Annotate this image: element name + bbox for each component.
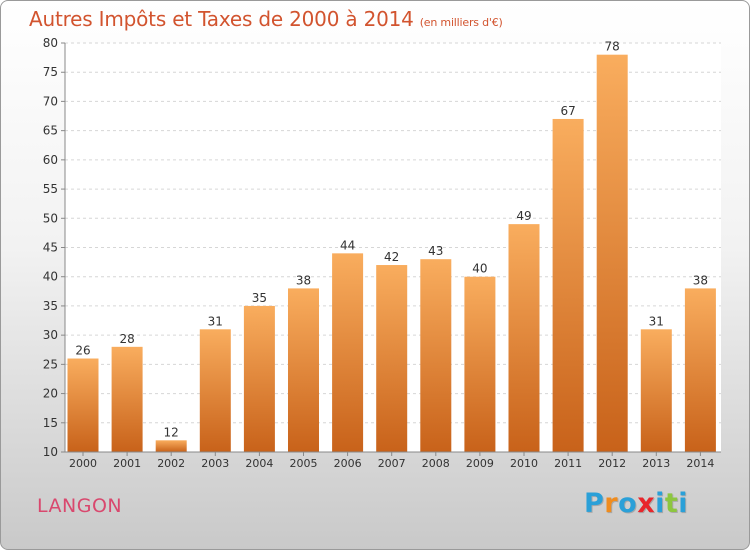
bar-2012 <box>596 54 628 452</box>
data-label: 40 <box>472 262 487 276</box>
x-tick-label: 2002 <box>157 457 185 470</box>
data-label: 26 <box>75 344 90 358</box>
bar-2001 <box>111 346 143 452</box>
x-tick-label: 2004 <box>245 457 273 470</box>
data-label: 12 <box>164 425 179 439</box>
bar-2013 <box>640 329 672 452</box>
bar-2003 <box>199 329 231 452</box>
bar-2005 <box>288 288 319 452</box>
data-label: 31 <box>649 314 664 328</box>
x-tick-label: 2008 <box>422 457 450 470</box>
x-tick-label: 2007 <box>378 457 406 470</box>
x-tick-label: 2005 <box>290 457 318 470</box>
data-label: 38 <box>693 273 708 287</box>
x-tick-label: 2013 <box>642 457 670 470</box>
y-tick-label: 20 <box>43 387 58 401</box>
y-tick-label: 10 <box>43 445 58 459</box>
y-tick-label: 75 <box>43 65 58 79</box>
y-tick-label: 60 <box>43 153 58 167</box>
x-tick-label: 2011 <box>554 457 582 470</box>
data-label: 28 <box>119 332 134 346</box>
bar-2006 <box>332 253 364 452</box>
data-label: 44 <box>340 238 355 252</box>
x-tick-label: 2000 <box>69 457 97 470</box>
data-label: 31 <box>208 314 223 328</box>
title-unit: (en milliers d'€) <box>419 16 503 29</box>
data-label: 38 <box>296 273 311 287</box>
y-tick-label: 25 <box>43 357 58 371</box>
y-tick-label: 55 <box>43 182 58 196</box>
y-axis: 10 15 20 25 30 35 40 45 50 55 60 65 70 75 80 <box>43 36 66 459</box>
y-tick-label: 65 <box>43 124 58 138</box>
bars: 26 28 12 31 35 38 44 42 43 40 49 67 78 31 38 <box>67 40 716 452</box>
y-tick-label: 50 <box>43 211 58 225</box>
y-tick-label: 35 <box>43 299 58 313</box>
y-tick-label: 80 <box>43 36 58 50</box>
data-label: 78 <box>605 40 620 54</box>
bar-2009 <box>464 276 496 452</box>
bar-2004 <box>243 305 275 452</box>
data-label: 49 <box>516 209 531 223</box>
bar-2002 <box>155 440 187 452</box>
y-tick-label: 30 <box>43 328 58 342</box>
y-tick-label: 70 <box>43 94 58 108</box>
data-label: 67 <box>560 104 575 118</box>
x-tick-label: 2014 <box>686 457 714 470</box>
x-tick-label: 2009 <box>466 457 494 470</box>
x-axis: 2000 2001 2002 2003 2004 2005 2006 2007 2008 2009… <box>65 451 721 470</box>
proxiti-logo: Proxiti <box>584 488 689 519</box>
y-tick-label: 40 <box>43 270 58 284</box>
bar-2014 <box>684 288 716 452</box>
y-tick-label: 45 <box>43 241 58 255</box>
title-text: Autres Impôts et Taxes de 2000 à 2014 <box>29 7 414 31</box>
x-tick-label: 2010 <box>510 457 538 470</box>
bar-2011 <box>552 118 584 452</box>
bar-2000 <box>67 358 99 452</box>
data-label: 43 <box>428 244 443 258</box>
bar-2008 <box>420 259 452 452</box>
chart-title: Autres Impôts et Taxes de 2000 à 2014 (en… <box>29 7 503 31</box>
x-tick-label: 2006 <box>334 457 362 470</box>
data-label: 35 <box>252 291 267 305</box>
bar-2010 <box>508 224 540 452</box>
bar-2007 <box>376 265 408 452</box>
x-tick-label: 2003 <box>201 457 229 470</box>
x-tick-label: 2001 <box>113 457 141 470</box>
x-tick-label: 2012 <box>598 457 626 470</box>
data-label: 42 <box>384 250 399 264</box>
commune-name: LANGON <box>37 495 123 517</box>
y-tick-label: 15 <box>43 416 58 430</box>
